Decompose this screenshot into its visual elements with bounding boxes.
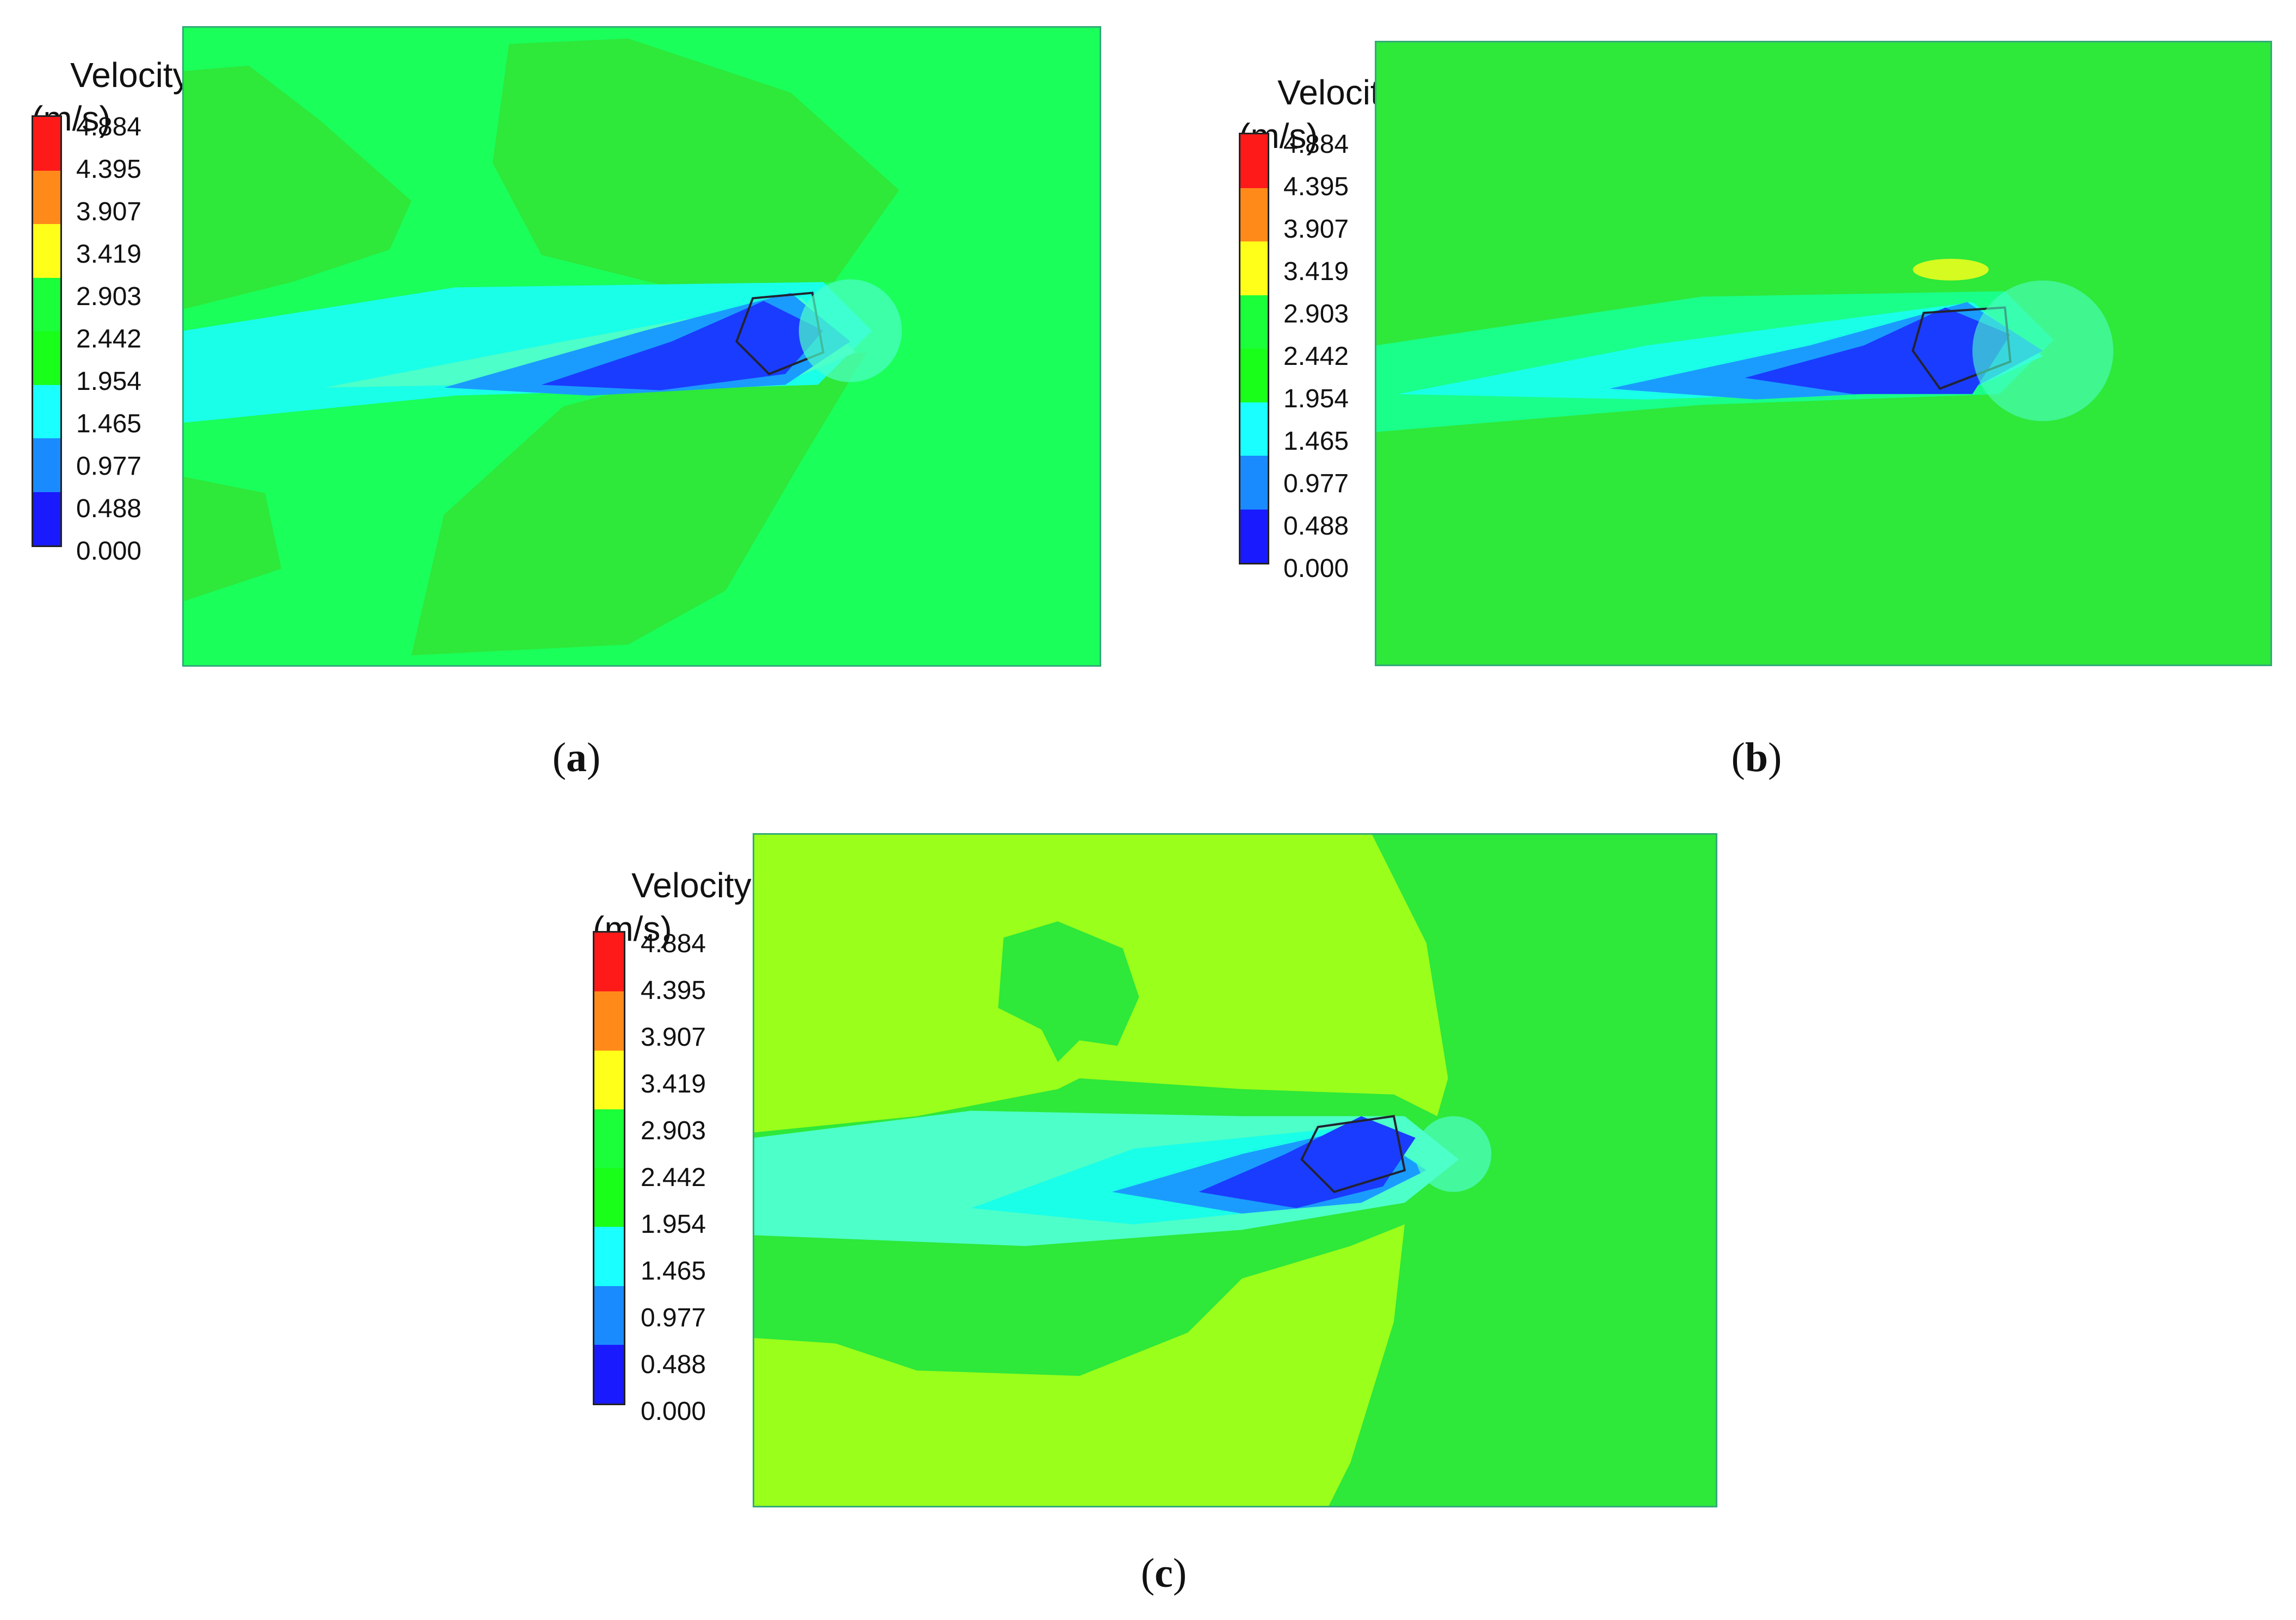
- velocity-contour-plot: [753, 833, 1717, 1507]
- caption-letter: b: [1745, 735, 1768, 780]
- legend-band: [1240, 134, 1268, 188]
- legend-level-label: 4.395: [641, 976, 706, 1005]
- legend-level-label: 0.977: [641, 1304, 706, 1332]
- legend-level-label: 2.442: [1283, 342, 1349, 371]
- legend-level-label: 1.465: [1283, 427, 1349, 456]
- legend-level-label: 0.000: [1283, 554, 1349, 583]
- legend-band: [594, 1168, 624, 1227]
- upper-central-green-region: [492, 38, 899, 288]
- legend-level-label: 0.977: [1283, 469, 1349, 498]
- caption-open: (: [1731, 735, 1745, 780]
- wake-blue-region: [1745, 307, 2010, 394]
- legend-band: [33, 384, 60, 438]
- legend-title-line1: Velocity: [631, 866, 752, 905]
- legend-level-label: 3.419: [641, 1070, 706, 1098]
- legend-band: [33, 438, 60, 492]
- legend-band: [1240, 295, 1268, 349]
- structure-outline: [1300, 1115, 1406, 1194]
- legend-level-label: 1.465: [76, 409, 142, 438]
- legend-level-label: 0.977: [76, 452, 142, 481]
- lower-left-green-region: [184, 476, 282, 601]
- legend-title-line1: Velocity: [70, 55, 190, 95]
- legend-band: [33, 117, 60, 171]
- velocity-contour-plot: [182, 26, 1101, 667]
- legend-colorbar: [593, 931, 625, 1405]
- caption-a: (a): [495, 734, 658, 781]
- legend-band: [1240, 456, 1268, 510]
- tip-yellow-region: [1913, 258, 1989, 281]
- caption-close: ): [1172, 1550, 1187, 1596]
- legend-band: [1240, 188, 1268, 241]
- wake-blue-region: [541, 301, 823, 390]
- caption-close: ): [1768, 735, 1782, 780]
- legend-level-label: 0.000: [76, 537, 142, 566]
- legend-level-label: 1.954: [1283, 384, 1349, 413]
- legend-level-label: 4.395: [1283, 172, 1349, 201]
- downstream-bubble: [1972, 280, 2114, 421]
- legend-band: [33, 170, 60, 224]
- legend-level-label: 0.488: [1283, 512, 1349, 541]
- legend-level-label: 4.884: [76, 113, 142, 141]
- legend-band: [33, 277, 60, 331]
- legend-band: [594, 1227, 624, 1286]
- legend-colorbar: [1239, 133, 1269, 564]
- legend-level-label: 2.903: [1283, 300, 1349, 328]
- downstream-bubble: [1415, 1116, 1492, 1192]
- caption-letter: c: [1155, 1550, 1173, 1596]
- caption-b: (b): [1675, 734, 1838, 781]
- legend-band: [1240, 402, 1268, 456]
- legend-band: [594, 933, 624, 992]
- legend-colorbar: [32, 115, 62, 547]
- legend-band: [1240, 241, 1268, 295]
- caption-close: ): [587, 735, 601, 780]
- legend-level-label: 1.954: [76, 367, 142, 396]
- legend-level-label: 3.419: [1283, 257, 1349, 286]
- legend-band: [1240, 509, 1268, 563]
- downstream-bubble: [798, 279, 902, 382]
- legend-level-label: 4.395: [76, 155, 142, 184]
- legend-level-label: 2.903: [76, 282, 142, 311]
- lower-central-green-region: [411, 352, 867, 656]
- caption-open: (: [1140, 1550, 1155, 1596]
- legend-level-label: 2.442: [641, 1163, 706, 1192]
- legend-band: [33, 492, 60, 545]
- island-green-region: [998, 921, 1139, 1062]
- legend-level-label: 0.000: [641, 1397, 706, 1426]
- legend-level-label: 0.488: [76, 494, 142, 523]
- caption-letter: a: [566, 735, 587, 780]
- legend-level-label: 2.442: [76, 325, 142, 353]
- legend-level-label: 4.884: [641, 929, 706, 958]
- legend-band: [594, 1286, 624, 1345]
- legend-band: [594, 1109, 624, 1168]
- legend-level-label: 1.954: [641, 1210, 706, 1239]
- legend-level-label: 3.419: [76, 240, 142, 269]
- legend-band: [594, 1050, 624, 1109]
- legend-band: [33, 224, 60, 278]
- wake-blue-region: [1199, 1116, 1416, 1208]
- legend-level-label: 0.488: [641, 1350, 706, 1379]
- legend-band: [594, 1344, 624, 1404]
- legend-level-label: 3.907: [1283, 215, 1349, 244]
- velocity-contour-plot: [1375, 41, 2272, 666]
- legend-level-label: 1.465: [641, 1257, 706, 1286]
- legend-band: [33, 331, 60, 385]
- legend-title: Velocity (m/s): [32, 10, 190, 184]
- legend-level-label: 4.884: [1283, 130, 1349, 159]
- legend-level-label: 2.903: [641, 1116, 706, 1145]
- structure-outline: [735, 291, 825, 376]
- lower-left-yellow-green-region: [754, 1224, 1405, 1506]
- caption-open: (: [552, 735, 566, 780]
- upper-left-green-region: [184, 65, 412, 309]
- legend-level-label: 3.907: [76, 197, 142, 226]
- caption-c: (c): [1082, 1550, 1245, 1597]
- legend-band: [594, 991, 624, 1051]
- legend-level-label: 3.907: [641, 1023, 706, 1052]
- legend-band: [1240, 349, 1268, 402]
